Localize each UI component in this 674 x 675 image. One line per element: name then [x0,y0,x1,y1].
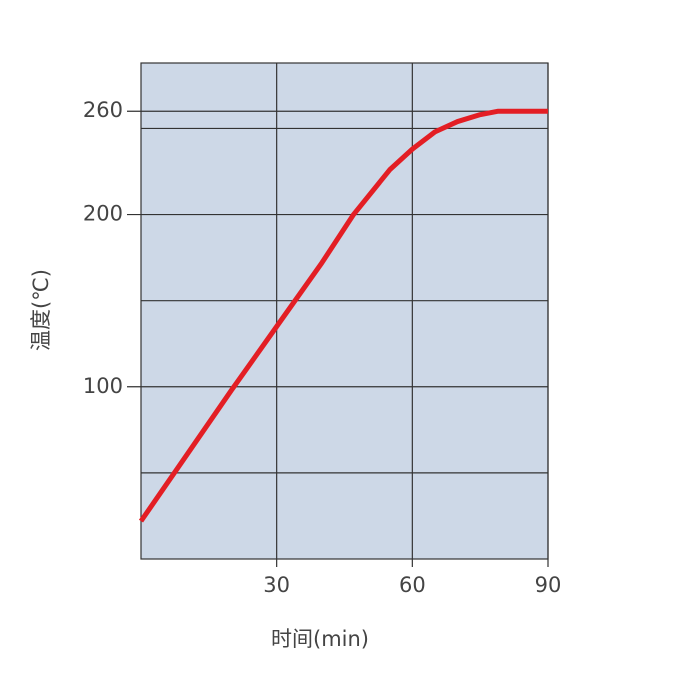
x-tick-label: 30 [263,573,290,597]
y-tick-label: 260 [83,98,123,122]
x-tick-label: 60 [399,573,426,597]
plot-frame [140,62,549,560]
y-axis-label: 温度(℃) [29,269,53,351]
y-tick-label: 200 [83,202,123,226]
x-axis-label: 时间(min) [271,627,369,651]
plot-background [141,63,548,559]
y-tick-label: 100 [83,374,123,398]
data-line [138,108,548,523]
x-tick-label: 90 [535,573,562,597]
